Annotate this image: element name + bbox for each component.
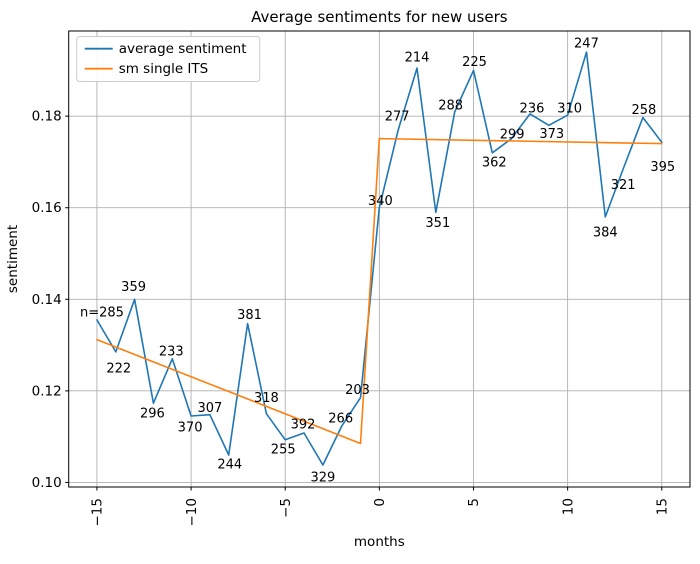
- y-tick-label: 0.16: [32, 200, 62, 216]
- x-tick-label: −5: [278, 498, 294, 518]
- sample-size-annotation: 373: [539, 127, 564, 142]
- sample-size-annotation: 384: [593, 225, 618, 240]
- x-tick-label: −15: [90, 498, 106, 527]
- sample-size-annotation: 233: [159, 344, 184, 359]
- sample-size-annotation: 310: [557, 102, 582, 117]
- gridlines: [68, 31, 690, 487]
- y-tick-label: 0.10: [32, 475, 62, 491]
- sample-size-annotation: 318: [254, 391, 279, 406]
- legend: average sentiment sm single ITS: [76, 36, 261, 82]
- average-sentiment-line: [96, 51, 663, 466]
- legend-box: [76, 36, 261, 82]
- sample-size-annotation: 307: [197, 401, 222, 416]
- sample-size-annotation: 395: [650, 160, 675, 175]
- sample-size-annotation: 392: [291, 417, 316, 432]
- sample-size-annotation: 340: [368, 194, 393, 209]
- sample-size-annotation: 299: [500, 128, 525, 143]
- sample-size-annotation: 359: [121, 280, 146, 295]
- sample-size-annotation: 381: [237, 308, 262, 323]
- x-tick-label: 5: [466, 498, 482, 507]
- sample-size-annotation: 236: [520, 101, 545, 116]
- sample-size-annotation: 222: [106, 361, 131, 376]
- axis-ticks: [65, 115, 663, 491]
- sample-size-annotation: 351: [425, 216, 450, 231]
- sample-size-annotation: 203: [345, 383, 370, 398]
- legend-entry-label: sm single ITS: [119, 61, 209, 77]
- plot-border: [68, 30, 691, 488]
- y-tick-label: 0.14: [32, 292, 62, 308]
- sample-size-annotation: 296: [140, 407, 165, 422]
- x-axis-label: months: [354, 534, 405, 550]
- tick-labels: 0.10 0.12 0.14 0.16 0.18 −15 −10 −5 0 5 10 15: [32, 109, 671, 527]
- sample-size-annotation: 258: [632, 103, 657, 118]
- point-annotations: n=285 222 359 296 233 370 307 244 381 318 255 392 32…: [80, 37, 675, 486]
- y-axis-label: sentiment: [5, 225, 21, 293]
- sample-size-annotation: 244: [217, 457, 242, 472]
- sample-size-annotation: 247: [574, 37, 599, 52]
- its-fit-line: [96, 137, 663, 445]
- sample-size-annotation: 288: [438, 99, 463, 114]
- sample-size-annotation: 255: [271, 442, 296, 457]
- y-tick-label: 0.18: [32, 109, 62, 125]
- x-tick-label: 10: [560, 498, 576, 515]
- x-tick-label: 0: [372, 498, 388, 507]
- sample-size-annotation: 214: [405, 51, 430, 66]
- sample-size-annotation: 329: [310, 471, 335, 486]
- sample-size-annotation: n=285: [80, 305, 124, 320]
- sample-size-annotation: 370: [178, 421, 203, 436]
- x-tick-label: −10: [184, 498, 200, 527]
- sample-size-annotation: 266: [328, 412, 353, 427]
- sample-size-annotation: 225: [462, 55, 487, 70]
- sample-size-annotation: 362: [482, 155, 507, 170]
- sample-size-annotation: 277: [385, 109, 410, 124]
- legend-entry-label: average sentiment: [119, 41, 247, 57]
- chart-title: Average sentiments for new users: [251, 8, 508, 26]
- sample-size-annotation: 321: [611, 178, 636, 193]
- y-tick-label: 0.12: [32, 383, 62, 399]
- series-lines: [96, 51, 663, 466]
- x-tick-label: 15: [654, 498, 670, 515]
